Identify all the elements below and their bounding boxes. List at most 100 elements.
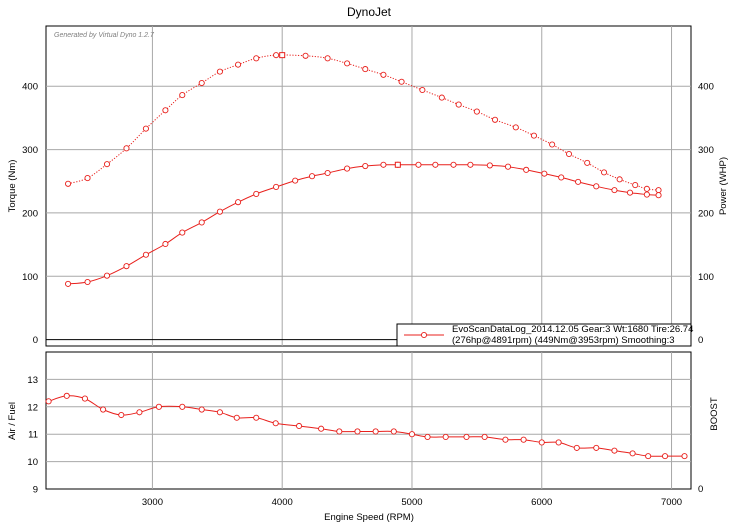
power-point — [362, 162, 369, 170]
air-fuel-point — [645, 453, 652, 460]
torque-point — [491, 116, 499, 123]
torque-point — [380, 71, 387, 78]
air-fuel-point — [179, 403, 186, 410]
air-fuel-point — [481, 433, 488, 440]
air-fuel-point — [520, 436, 527, 443]
x-axis-title: Engine Speed (RPM) — [324, 512, 414, 523]
power-point — [308, 173, 316, 180]
bottom-y2-ticks: 0 — [698, 484, 703, 495]
power-point — [541, 170, 548, 177]
air-fuel-point — [318, 425, 325, 432]
power-point — [103, 272, 111, 279]
boost-axis-title: BOOST — [709, 397, 720, 430]
top-grid — [46, 26, 691, 346]
power-point — [179, 229, 186, 236]
legend: EvoScanDataLog_2014.12.05 Gear:3 Wt:1680… — [396, 323, 693, 347]
power-point — [611, 187, 618, 194]
power-curve — [68, 164, 659, 285]
air-fuel-point — [681, 453, 688, 460]
x-tick-label: 7000 — [661, 497, 682, 508]
air-fuel-point — [593, 444, 600, 451]
air-fuel-point — [81, 395, 88, 402]
power-tick-label: 300 — [698, 145, 714, 156]
torque-point — [302, 52, 309, 59]
power-point — [432, 161, 439, 168]
torque-point — [565, 150, 573, 158]
power-point — [593, 183, 600, 190]
power-tick-label: 400 — [698, 82, 714, 93]
power-point — [626, 189, 634, 196]
air-fuel-point — [100, 406, 107, 413]
torque-peak-marker — [279, 52, 286, 59]
afr-tick-label: 11 — [28, 430, 38, 441]
power-point — [643, 191, 650, 198]
torque-point — [643, 185, 650, 192]
torque-point — [584, 159, 591, 166]
air-fuel-point — [372, 428, 379, 435]
x-tick-label: 5000 — [401, 497, 422, 508]
torque-tick-label: 0 — [33, 335, 38, 346]
x-tick-label: 3000 — [142, 497, 163, 508]
torque-point — [103, 161, 111, 168]
torque-point — [344, 60, 351, 67]
bottom-y-ticks: 9 10 11 12 13 — [27, 375, 38, 496]
bottom-plot-frame — [45, 351, 692, 490]
torque-point — [216, 68, 223, 75]
torque-point — [616, 176, 623, 183]
air-fuel-point — [390, 428, 397, 435]
air-fuel-point — [408, 431, 416, 438]
air-fuel-point — [253, 414, 260, 421]
power-point — [467, 161, 474, 168]
afr-tick-label: 13 — [27, 375, 38, 386]
power-point — [123, 263, 130, 270]
air-fuel-point — [272, 420, 279, 427]
torque-point — [179, 92, 186, 99]
bottom-x-ticks: 3000 4000 5000 6000 7000 — [142, 497, 682, 508]
top-y-ticks: 0 100 200 300 400 — [22, 82, 38, 346]
torque-point — [512, 124, 519, 131]
power-point — [486, 162, 493, 169]
power-point — [292, 177, 299, 184]
afr-axis-title: Air / Fuel — [7, 402, 18, 440]
torque-point — [273, 52, 280, 59]
air-fuel-point — [233, 414, 240, 421]
air-fuel-point — [424, 433, 431, 440]
top-plot-frame — [45, 25, 692, 347]
bottom-grid — [46, 352, 691, 489]
torque-point — [655, 187, 662, 194]
air-fuel-point — [611, 447, 618, 454]
legend-line-2: (276hp@4891rpm) (449Nm@3953rpm) Smoothin… — [452, 335, 675, 346]
power-point — [324, 169, 331, 177]
afr-tick-label: 10 — [27, 457, 38, 468]
power-point — [450, 161, 457, 168]
air-fuel-point — [216, 409, 223, 416]
power-point — [575, 178, 582, 185]
torque-point — [473, 108, 480, 115]
air-fuel-point — [118, 411, 125, 419]
torque-point — [632, 181, 639, 189]
air-fuel-point — [661, 453, 669, 460]
air-fuel-point — [63, 392, 70, 399]
power-point — [142, 251, 149, 258]
boost-tick-label: 0 — [698, 484, 703, 495]
air-fuel-point — [354, 428, 361, 435]
torque-point — [84, 175, 91, 182]
torque-point — [419, 86, 426, 94]
air-fuel-point — [155, 403, 162, 410]
air-fuel-point — [442, 433, 449, 440]
torque-point — [438, 94, 445, 101]
power-point — [65, 280, 72, 287]
torque-tick-label: 200 — [22, 208, 38, 219]
torque-tick-label: 100 — [22, 272, 38, 283]
air-fuel-point — [45, 398, 52, 405]
power-point — [655, 192, 662, 199]
air-fuel-point — [502, 436, 509, 443]
air-fuel-point — [555, 439, 562, 446]
torque-point — [398, 78, 405, 85]
x-tick-label: 6000 — [531, 497, 552, 508]
torque-point — [162, 107, 169, 114]
torque-axis-title: Torque (Nm) — [7, 160, 18, 213]
power-tick-label: 0 — [698, 335, 703, 346]
torque-point — [253, 55, 260, 62]
afr-tick-label: 9 — [33, 485, 38, 496]
